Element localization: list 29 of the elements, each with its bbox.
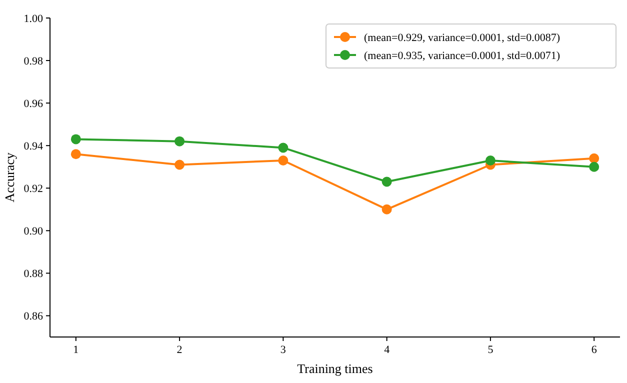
y-axis-title: Accuracy [2, 152, 17, 202]
point [174, 160, 185, 170]
y-tick-label: 0.96 [24, 98, 44, 110]
legend-label: (mean=0.929, variance=0.0001, std=0.0087) [364, 32, 560, 44]
y-tick-label: 0.92 [24, 182, 43, 195]
point [278, 155, 288, 166]
point [485, 155, 496, 166]
x-tick-label: 3 [280, 344, 286, 356]
point [382, 176, 392, 187]
y-tick-label: 0.94 [24, 140, 44, 152]
x-tick-label: 6 [591, 344, 598, 356]
y-tick-label: 0.98 [24, 55, 44, 68]
point [382, 204, 392, 214]
x-tick-label: 4 [384, 344, 390, 356]
x-tick-label: 1 [73, 344, 79, 356]
legend-label: (mean=0.935, variance=0.0001, std=0.0071) [364, 50, 560, 62]
x-axis-title: Training times [297, 361, 373, 376]
point [589, 153, 600, 164]
y-tick-label: 0.88 [24, 268, 44, 280]
x-tick-label: 5 [488, 344, 494, 356]
y-tick-label: 0.90 [24, 226, 44, 238]
point [70, 149, 81, 160]
point [70, 134, 81, 144]
y-tick-label: 1.00 [24, 12, 44, 25]
point [589, 162, 600, 172]
point [278, 142, 288, 153]
point [174, 136, 185, 146]
y-tick-label: 0.86 [24, 310, 44, 323]
x-tick-label: 2 [176, 344, 182, 356]
